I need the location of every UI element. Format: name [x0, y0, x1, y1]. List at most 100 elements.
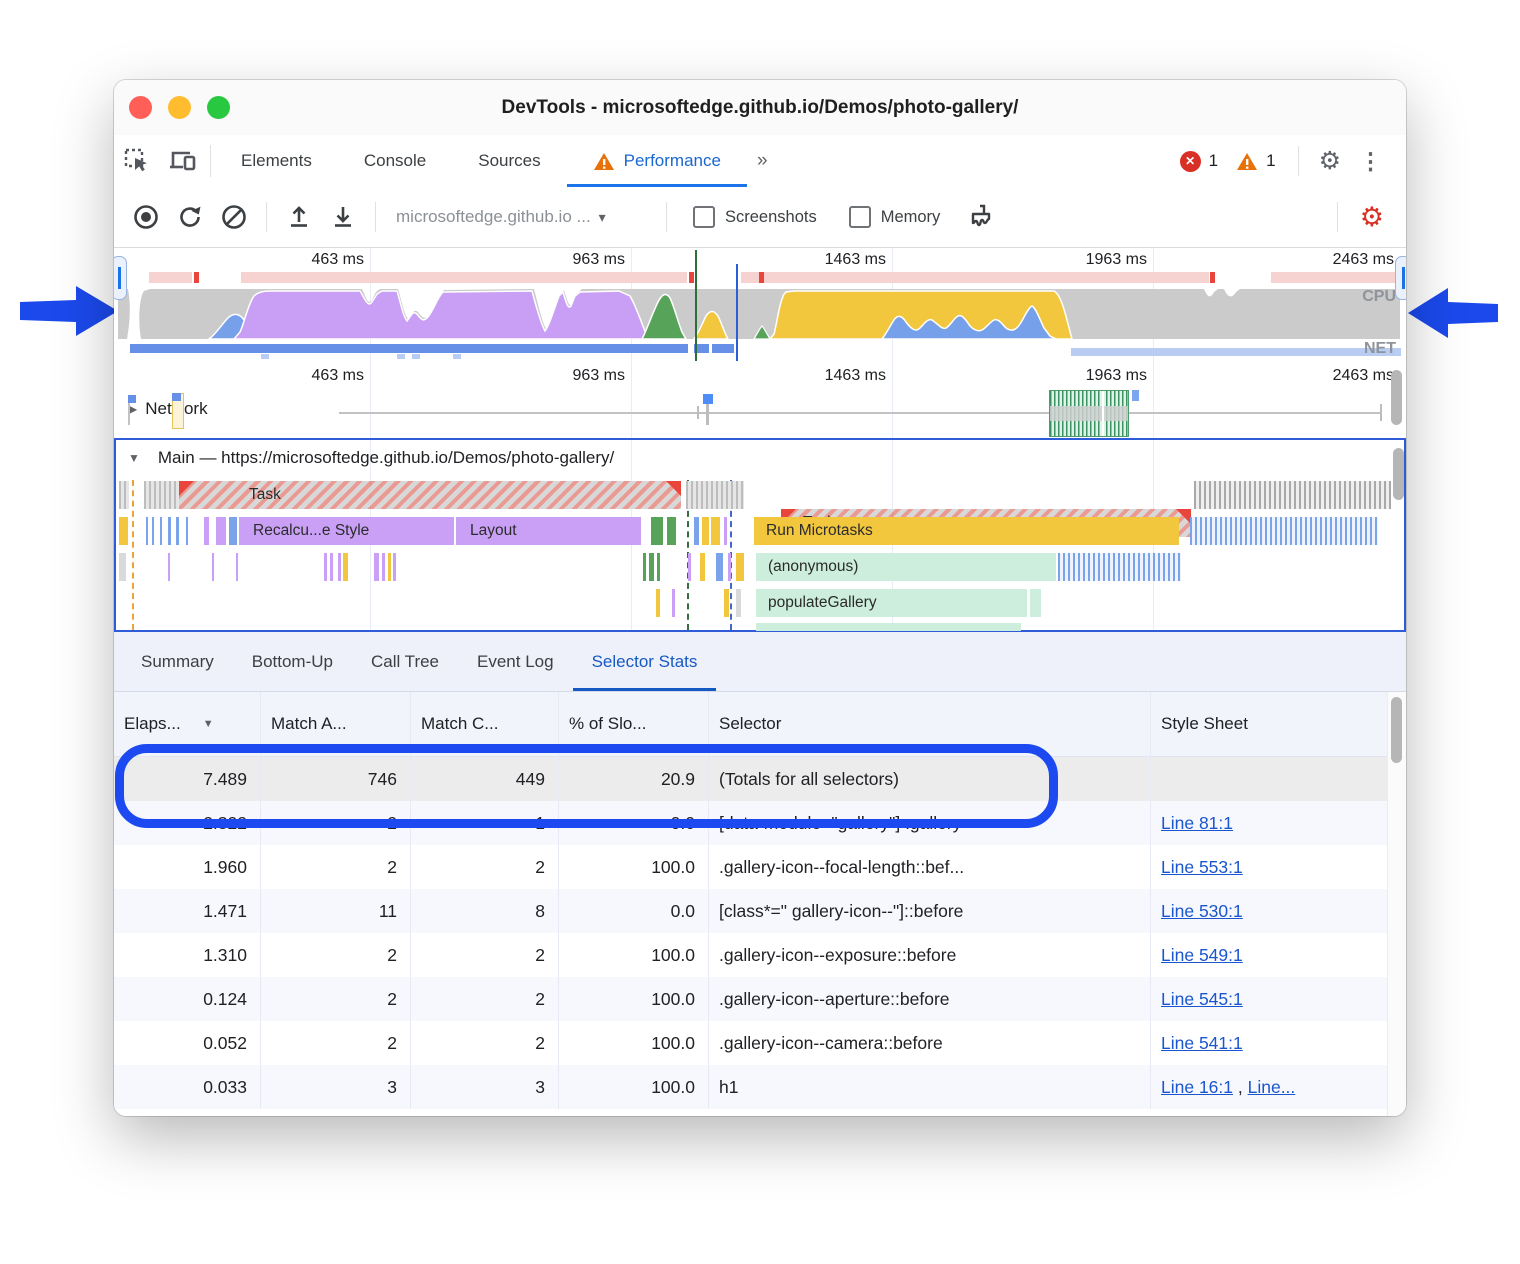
column-header-selector[interactable]: Selector	[709, 692, 1151, 756]
cell-style-sheet: Line 541:1	[1151, 1021, 1388, 1065]
column-header-match-count[interactable]: Match C...	[411, 692, 559, 756]
table-row-totals[interactable]: 7.489 746 449 20.9 (Totals for all selec…	[114, 757, 1406, 801]
tab-sources[interactable]: Sources	[452, 135, 566, 187]
main-track-header[interactable]: ▼ Main — https://microsoftedge.github.io…	[128, 448, 614, 468]
flame-fragment[interactable]	[119, 517, 128, 545]
flame-fragment[interactable]	[686, 481, 744, 509]
warning-badge-icon[interactable]	[1236, 152, 1258, 171]
kebab-menu-icon[interactable]: ⋮	[1359, 147, 1382, 174]
chevron-right-icon[interactable]: ▶	[128, 402, 138, 416]
waterfall-handle-flag[interactable]	[703, 394, 713, 404]
memory-checkbox[interactable]: Memory	[835, 206, 955, 228]
load-profile-icon[interactable]	[279, 197, 319, 237]
inspect-element-icon[interactable]	[114, 135, 160, 187]
tab-elements[interactable]: Elements	[215, 135, 338, 187]
close-window-button[interactable]	[129, 96, 152, 119]
flame-tick	[186, 517, 188, 545]
tab-selector-stats[interactable]: Selector Stats	[573, 632, 717, 691]
screenshots-checkbox[interactable]: Screenshots	[679, 206, 831, 228]
left-annotation-arrow-icon	[20, 286, 118, 336]
table-row[interactable]: 0.033 3 3 100.0 h1 Line 16:1 , Line...	[114, 1065, 1406, 1109]
table-row[interactable]: 1.310 2 2 100.0 .gallery-icon--exposure:…	[114, 933, 1406, 977]
device-toolbar-icon[interactable]	[160, 135, 206, 187]
settings-gear-icon[interactable]: ⚙	[1318, 146, 1341, 175]
timeline-scrollbar-thumb[interactable]	[1391, 370, 1402, 425]
flame-tick	[724, 517, 727, 545]
tab-performance[interactable]: Performance	[567, 135, 747, 187]
timeline-overview[interactable]: 463 ms 963 ms 1463 ms 1963 ms 2463 ms CP…	[114, 248, 1406, 362]
waterfall-handle[interactable]	[706, 401, 709, 425]
flame-fragment[interactable]	[651, 517, 663, 545]
flame-tick	[330, 553, 333, 581]
clear-button[interactable]	[214, 197, 254, 237]
tab-summary[interactable]: Summary	[122, 632, 233, 691]
flame-tick	[160, 517, 162, 545]
tab-console[interactable]: Console	[338, 135, 452, 187]
column-header-style-sheet[interactable]: Style Sheet	[1161, 714, 1248, 733]
flamechart-scrollbar-thumb[interactable]	[1393, 448, 1404, 500]
style-sheet-link[interactable]: Line 81:1	[1161, 813, 1234, 833]
error-badge-icon[interactable]: ✕	[1179, 150, 1201, 172]
style-sheet-link[interactable]: Line 545:1	[1161, 989, 1243, 1009]
overview-tick: 2463 ms	[1332, 251, 1394, 268]
network-track-header[interactable]: ▶ Network	[128, 399, 208, 419]
table-scrollbar-track[interactable]	[1387, 692, 1406, 1116]
style-sheet-link[interactable]: Line 16:1	[1161, 1077, 1234, 1097]
cell-selector: .gallery-icon--exposure::before	[709, 933, 1151, 977]
main-thread-track[interactable]: ▼ Main — https://microsoftedge.github.io…	[114, 438, 1406, 632]
style-sheet-link-2[interactable]: Line...	[1247, 1077, 1296, 1097]
maximize-window-button[interactable]	[207, 96, 230, 119]
flame-fragment[interactable]	[144, 481, 179, 509]
overview-left-handle[interactable]	[114, 256, 127, 300]
capture-settings-gear-icon[interactable]: ⚙	[1359, 201, 1384, 232]
save-profile-icon[interactable]	[323, 197, 363, 237]
column-header-elapsed[interactable]: Elaps... ▼	[114, 692, 261, 756]
collect-garbage-icon[interactable]	[958, 197, 998, 237]
ruler-tick: 1963 ms	[1085, 367, 1147, 384]
flame-tick	[176, 517, 179, 545]
cell-match-count: 1	[411, 801, 559, 845]
style-sheet-link[interactable]: Line 541:1	[1161, 1033, 1243, 1053]
flame-fragment[interactable]	[119, 553, 126, 581]
flame-tick	[728, 553, 731, 581]
more-tabs-icon[interactable]: »	[756, 150, 770, 171]
ruler-tick: 1463 ms	[824, 367, 886, 384]
table-row[interactable]: 1.960 2 2 100.0 .gallery-icon--focal-len…	[114, 845, 1406, 889]
cell-selector: [data-module="gallery"] .gallery	[709, 801, 1151, 845]
table-scrollbar-thumb[interactable]	[1391, 697, 1402, 763]
network-request-block[interactable]	[1049, 390, 1129, 437]
flame-bar-populate-gallery[interactable]: populateGallery	[756, 589, 1041, 617]
table-row[interactable]: 0.124 2 2 100.0 .gallery-icon--aperture:…	[114, 977, 1406, 1021]
table-row[interactable]: 2.322 2 1 0.0 [data-module="gallery"] .g…	[114, 801, 1406, 845]
flame-bar-clipped[interactable]	[756, 623, 1021, 631]
flame-bar-anonymous[interactable]: (anonymous)	[756, 553, 1056, 581]
table-row[interactable]: 0.052 2 2 100.0 .gallery-icon--camera::b…	[114, 1021, 1406, 1065]
flame-fragment-dense[interactable]	[1194, 481, 1391, 509]
table-row[interactable]: 1.471 11 8 0.0 [class*=" gallery-icon--"…	[114, 889, 1406, 933]
column-header-match-attempts[interactable]: Match A...	[261, 692, 411, 756]
flame-fragment-dense[interactable]	[1058, 553, 1181, 581]
style-sheet-link[interactable]: Line 553:1	[1161, 857, 1243, 877]
flame-fragment[interactable]	[119, 481, 129, 509]
network-request-body	[1050, 406, 1128, 421]
cell-pct-slow: 100.0	[559, 933, 709, 977]
chevron-down-icon[interactable]: ▼	[128, 451, 140, 465]
style-sheet-link[interactable]: Line 530:1	[1161, 901, 1243, 921]
waterfall-handle-tick[interactable]	[697, 406, 699, 419]
tab-event-log[interactable]: Event Log	[458, 632, 573, 691]
flame-fragment[interactable]	[667, 517, 676, 545]
flame-bar-task-1[interactable]: Task	[179, 481, 681, 509]
flame-fragment-dense[interactable]	[1190, 517, 1378, 545]
flame-bar-run-microtasks[interactable]: Run Microtasks	[754, 517, 1179, 545]
overview-right-handle[interactable]	[1395, 256, 1406, 300]
minimize-window-button[interactable]	[168, 96, 191, 119]
tab-call-tree[interactable]: Call Tree	[352, 632, 458, 691]
reload-and-record-button[interactable]	[170, 197, 210, 237]
tab-bottom-up[interactable]: Bottom-Up	[233, 632, 352, 691]
record-button[interactable]	[126, 197, 166, 237]
style-sheet-link[interactable]: Line 549:1	[1161, 945, 1243, 965]
profile-select[interactable]: microsoftedge.github.io ... ▾	[388, 207, 654, 227]
marker-line-orange	[132, 480, 134, 630]
column-header-pct-slow[interactable]: % of Slo...	[559, 692, 709, 756]
flame-bar-recalculate-style[interactable]: Recalcu...e Style Layout	[239, 517, 641, 545]
